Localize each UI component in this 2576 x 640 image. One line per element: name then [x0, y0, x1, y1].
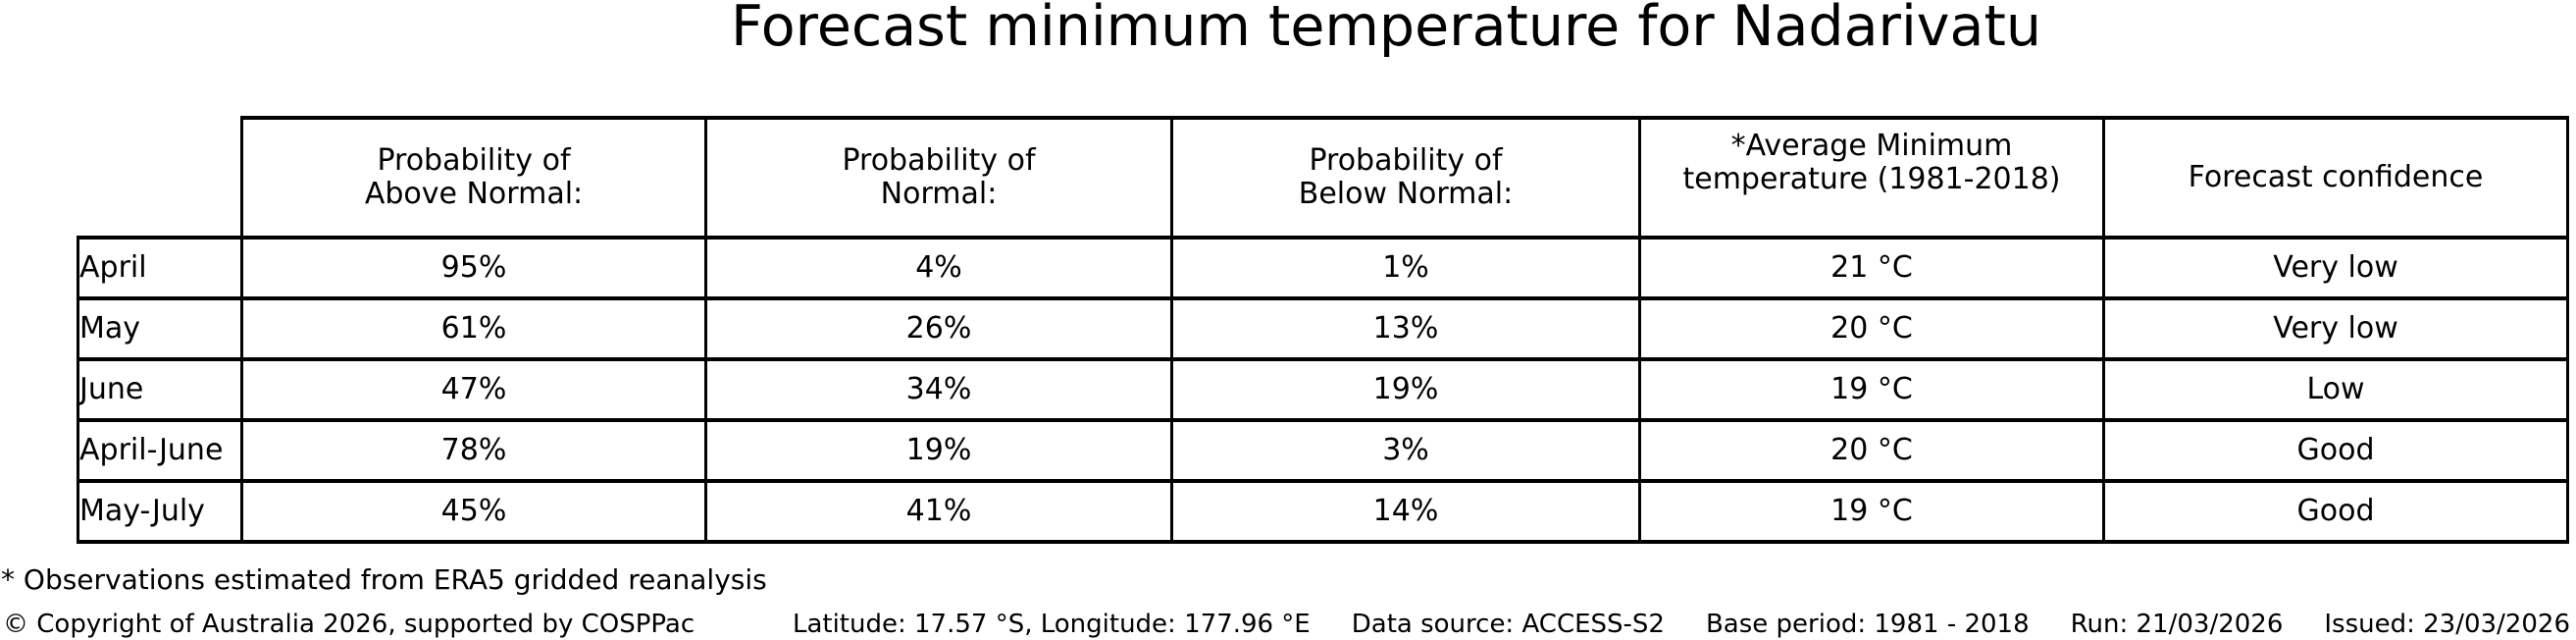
data-source-text: Data source: ACCESS-S2: [1351, 610, 1665, 640]
cell-average-minimum: 21 °C: [1638, 236, 2105, 300]
cell-above-normal: 47%: [240, 357, 707, 422]
table-row-april-june: April-June 78% 19% 3% 20 °C Good: [77, 418, 2569, 483]
cell-forecast-confidence: Low: [2102, 357, 2569, 422]
forecast-table-wrapper: Probability of Above Normal: Probability…: [77, 116, 2569, 544]
column-header-above-normal: Probability of Above Normal:: [240, 116, 707, 240]
cell-below-normal: 13%: [1170, 296, 1641, 361]
cell-normal: 19%: [704, 418, 1173, 483]
cell-normal: 41%: [704, 479, 1173, 544]
footer-metadata: Latitude: 17.57 °S, Longitude: 177.96 °E…: [793, 611, 2570, 639]
footer: © Copyright of Australia 2026, supported…: [3, 611, 2570, 639]
footnote: * Observations estimated from ERA5 gridd…: [1, 563, 767, 596]
cell-above-normal: 95%: [240, 236, 707, 300]
table-row-may-july: May-July 45% 41% 14% 19 °C Good: [77, 479, 2569, 544]
cell-below-normal: 14%: [1170, 479, 1641, 544]
cell-below-normal: 19%: [1170, 357, 1641, 422]
column-header-normal: Probability of Normal:: [704, 116, 1173, 240]
cell-average-minimum: 20 °C: [1638, 296, 2105, 361]
page-title: Forecast minimum temperature for Nadariv…: [731, 0, 2041, 59]
row-label: April: [77, 236, 243, 300]
header-row: Probability of Above Normal: Probability…: [77, 116, 2569, 240]
table-row-may: May 61% 26% 13% 20 °C Very low: [77, 296, 2569, 361]
column-header-below-normal: Probability of Below Normal:: [1170, 116, 1641, 240]
cell-normal: 26%: [704, 296, 1173, 361]
cell-above-normal: 45%: [240, 479, 707, 544]
cell-normal: 34%: [704, 357, 1173, 422]
column-header-average-minimum: *Average Minimum temperature (1981-2018): [1638, 116, 2105, 240]
cell-average-minimum: 19 °C: [1638, 479, 2105, 544]
table-row-april: April 95% 4% 1% 21 °C Very low: [77, 236, 2569, 300]
run-date-text: Run: 21/03/2026: [2070, 610, 2284, 640]
copyright-text: © Copyright of Australia 2026, supported…: [3, 610, 696, 640]
row-label: April-June: [77, 418, 243, 483]
row-label: May-July: [77, 479, 243, 544]
cell-below-normal: 1%: [1170, 236, 1641, 300]
cell-forecast-confidence: Very low: [2102, 236, 2569, 300]
cell-above-normal: 61%: [240, 296, 707, 361]
cell-forecast-confidence: Good: [2102, 418, 2569, 483]
cell-above-normal: 78%: [240, 418, 707, 483]
blank-corner-cell: [77, 118, 242, 238]
location-text: Latitude: 17.57 °S, Longitude: 177.96 °E: [792, 610, 1311, 640]
forecast-table: Probability of Above Normal: Probability…: [77, 116, 2569, 544]
cell-forecast-confidence: Very low: [2102, 296, 2569, 361]
row-label: May: [77, 296, 243, 361]
cell-average-minimum: 19 °C: [1638, 357, 2105, 422]
table-row-june: June 47% 34% 19% 19 °C Low: [77, 357, 2569, 422]
cell-normal: 4%: [704, 236, 1173, 300]
cell-below-normal: 3%: [1170, 418, 1641, 483]
cell-average-minimum: 20 °C: [1638, 418, 2105, 483]
column-header-forecast-confidence: Forecast confidence: [2102, 116, 2569, 240]
issued-date-text: Issued: 23/03/2026: [2324, 610, 2570, 640]
cell-forecast-confidence: Good: [2102, 479, 2569, 544]
base-period-text: Base period: 1981 - 2018: [1705, 610, 2030, 640]
row-label: June: [77, 357, 243, 422]
